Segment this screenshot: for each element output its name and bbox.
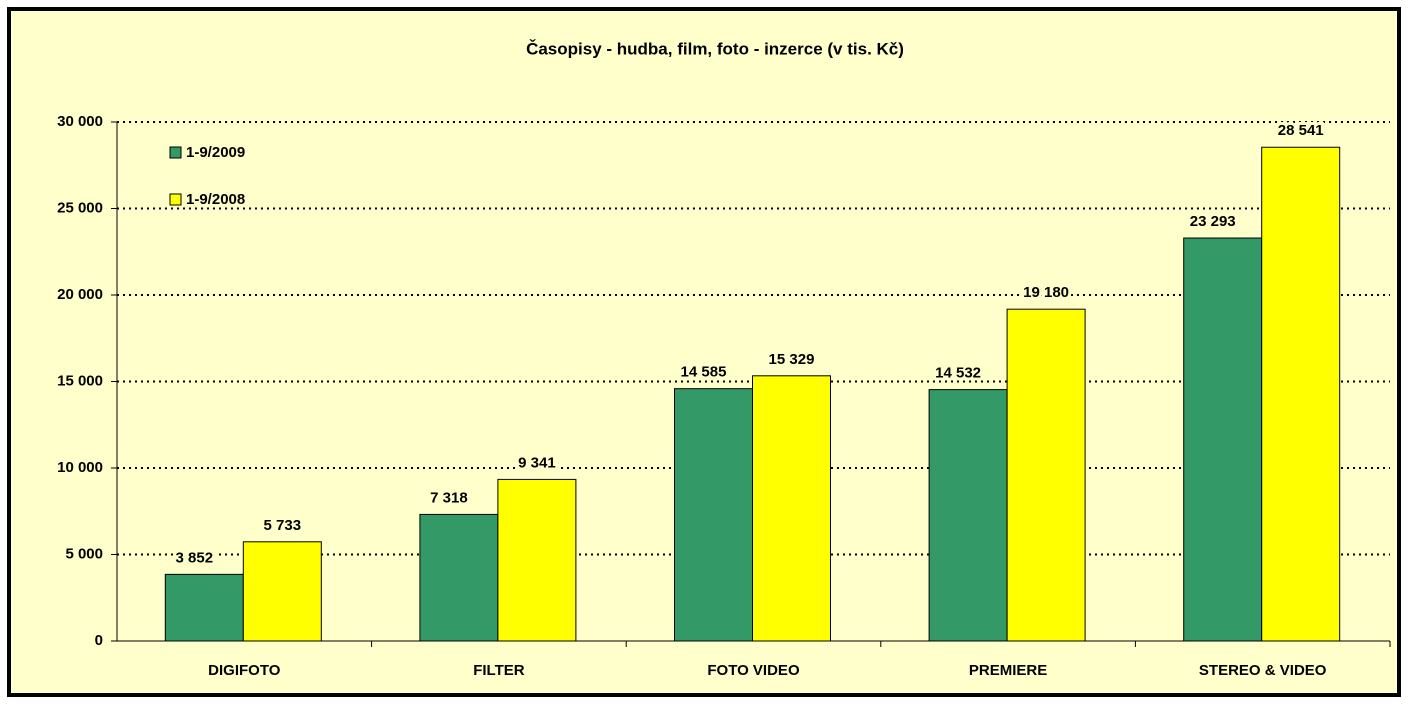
bar bbox=[419, 513, 499, 642]
bar bbox=[242, 541, 322, 642]
data-label: 5 733 bbox=[264, 517, 302, 534]
data-label: 19 180 bbox=[1023, 284, 1069, 301]
x-tick-label: FOTO VIDEO bbox=[707, 662, 800, 679]
data-label: 23 293 bbox=[1190, 213, 1236, 230]
data-label: 28 541 bbox=[1278, 122, 1324, 139]
data-label: 14 585 bbox=[681, 364, 727, 381]
x-tick-label: DIGIFOTO bbox=[208, 662, 281, 679]
legend-swatch bbox=[169, 146, 182, 159]
x-tick-label: STEREO & VIDEO bbox=[1199, 662, 1327, 679]
bar bbox=[1261, 146, 1341, 642]
data-label: 7 318 bbox=[430, 489, 468, 506]
bar bbox=[928, 389, 1008, 642]
data-label: 15 329 bbox=[769, 351, 815, 368]
y-tick-label: 10 000 bbox=[57, 459, 103, 476]
legend-label: 1-9/2008 bbox=[186, 191, 245, 208]
x-tick-label: PREMIERE bbox=[969, 662, 1047, 679]
bar bbox=[497, 478, 577, 642]
data-label: 9 341 bbox=[518, 454, 556, 471]
x-tick-label: FILTER bbox=[473, 662, 525, 679]
bar bbox=[164, 573, 244, 642]
y-tick-label: 0 bbox=[95, 632, 103, 649]
bar bbox=[674, 388, 753, 642]
bar bbox=[1006, 308, 1086, 642]
chart-title: Časopisy - hudba, film, foto - inzerce (… bbox=[526, 39, 904, 58]
y-tick-label: 25 000 bbox=[57, 199, 103, 216]
data-label: 3 852 bbox=[176, 549, 214, 566]
bar bbox=[752, 375, 831, 642]
y-tick-label: 5 000 bbox=[65, 545, 103, 562]
y-tick-label: 15 000 bbox=[57, 372, 103, 389]
y-tick-label: 20 000 bbox=[57, 286, 103, 303]
bar bbox=[1183, 237, 1263, 642]
data-label: 14 532 bbox=[935, 365, 981, 382]
legend-swatch bbox=[169, 193, 182, 206]
legend-label: 1-9/2009 bbox=[186, 144, 245, 161]
y-tick-label: 30 000 bbox=[57, 113, 103, 130]
